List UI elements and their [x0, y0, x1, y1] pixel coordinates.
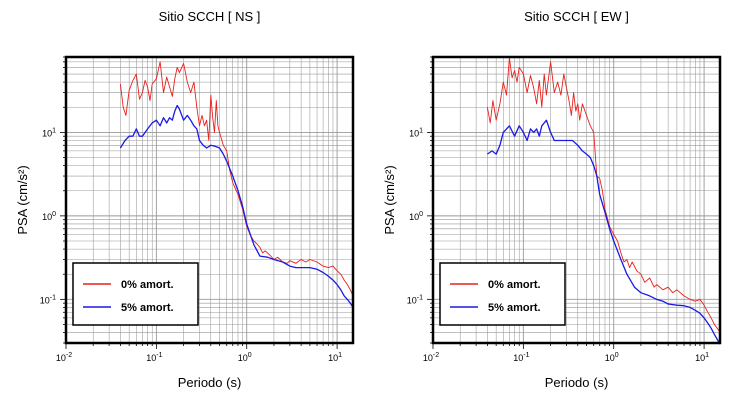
x-tick-label-base: 10	[513, 353, 523, 363]
x-tick-label-exponent: 1	[705, 352, 709, 359]
x-tick-label-base: 10	[238, 353, 248, 363]
legend-box	[72, 262, 199, 326]
x-tick-label-base: 10	[56, 353, 66, 363]
series-line-blue	[487, 119, 721, 345]
y-axis-label: PSA (cm/s²)	[15, 165, 30, 234]
y-tick-label: 100	[42, 211, 56, 222]
y-tick-label-base: 10	[409, 212, 419, 222]
x-tick-label-base: 10	[328, 353, 338, 363]
x-tick-label-exponent: 0	[615, 352, 619, 359]
plot-frame	[431, 55, 722, 345]
x-tick-label-exponent: -1	[523, 352, 529, 359]
legend: 0% amort. 5% amort.	[72, 262, 199, 326]
series-line-red	[119, 61, 354, 297]
y-tick-label-base: 10	[40, 295, 50, 305]
x-tick-label-exponent: -1	[156, 352, 162, 359]
x-axis-label: Periodo (s)	[545, 375, 609, 390]
y-tick-label: 100	[409, 211, 423, 222]
x-tick-label: 101	[328, 352, 342, 363]
legend: 0% amort. 5% amort.	[439, 262, 566, 326]
legend-box	[439, 262, 566, 326]
y-tick-label: 101	[409, 127, 423, 138]
legend-label: 5% amort.	[488, 302, 541, 314]
plot-frame	[64, 55, 355, 345]
legend-label: 0% amort.	[488, 279, 541, 291]
x-tick-label-exponent: -2	[433, 352, 439, 359]
x-tick-label: 100	[605, 352, 619, 363]
x-tick-label: 10-1	[513, 352, 529, 363]
x-tick-label-exponent: 1	[338, 352, 342, 359]
y-tick-label-base: 10	[409, 128, 419, 138]
chart-panel-2: Sitio SCCH [ EW ]10-2 10-1 100 10110-110010…	[382, 9, 722, 390]
y-tick-label: 101	[42, 127, 56, 138]
x-tick-label: 100	[238, 352, 252, 363]
x-tick-label-base: 10	[146, 353, 156, 363]
legend-label: 0% amort.	[121, 279, 174, 291]
chart-title: Sitio SCCH [ NS ]	[159, 9, 261, 24]
y-tick-label-exponent: -1	[417, 294, 423, 301]
series-line-red	[486, 57, 721, 333]
y-tick-label-exponent: 0	[419, 211, 423, 218]
x-tick-label: 10-1	[146, 352, 162, 363]
y-tick-label-exponent: 1	[52, 127, 56, 134]
y-axis-label: PSA (cm/s²)	[382, 165, 397, 234]
x-tick-label: 10-2	[56, 352, 72, 363]
chart-panel-1: Sitio SCCH [ NS ]10-2 10-1 100 10110-110010…	[15, 9, 355, 390]
chart-title: Sitio SCCH [ EW ]	[524, 9, 629, 24]
y-tick-label-base: 10	[42, 128, 52, 138]
y-tick-label-exponent: 0	[52, 211, 56, 218]
y-tick-label-exponent: -1	[50, 294, 56, 301]
x-tick-label-exponent: 0	[248, 352, 252, 359]
series-line-blue	[119, 104, 354, 308]
y-tick-label: 10-1	[407, 294, 423, 305]
x-tick-label-base: 10	[695, 353, 705, 363]
x-axis-label: Periodo (s)	[178, 375, 242, 390]
x-tick-label-base: 10	[423, 353, 433, 363]
x-tick-label: 101	[695, 352, 709, 363]
y-tick-label-exponent: 1	[419, 127, 423, 134]
legend-label: 5% amort.	[121, 302, 174, 314]
y-tick-label: 10-1	[40, 294, 56, 305]
x-tick-label-exponent: -2	[66, 352, 72, 359]
x-tick-label: 10-2	[423, 352, 439, 363]
y-tick-label-base: 10	[42, 212, 52, 222]
x-tick-label-base: 10	[605, 353, 615, 363]
y-tick-label-base: 10	[407, 295, 417, 305]
